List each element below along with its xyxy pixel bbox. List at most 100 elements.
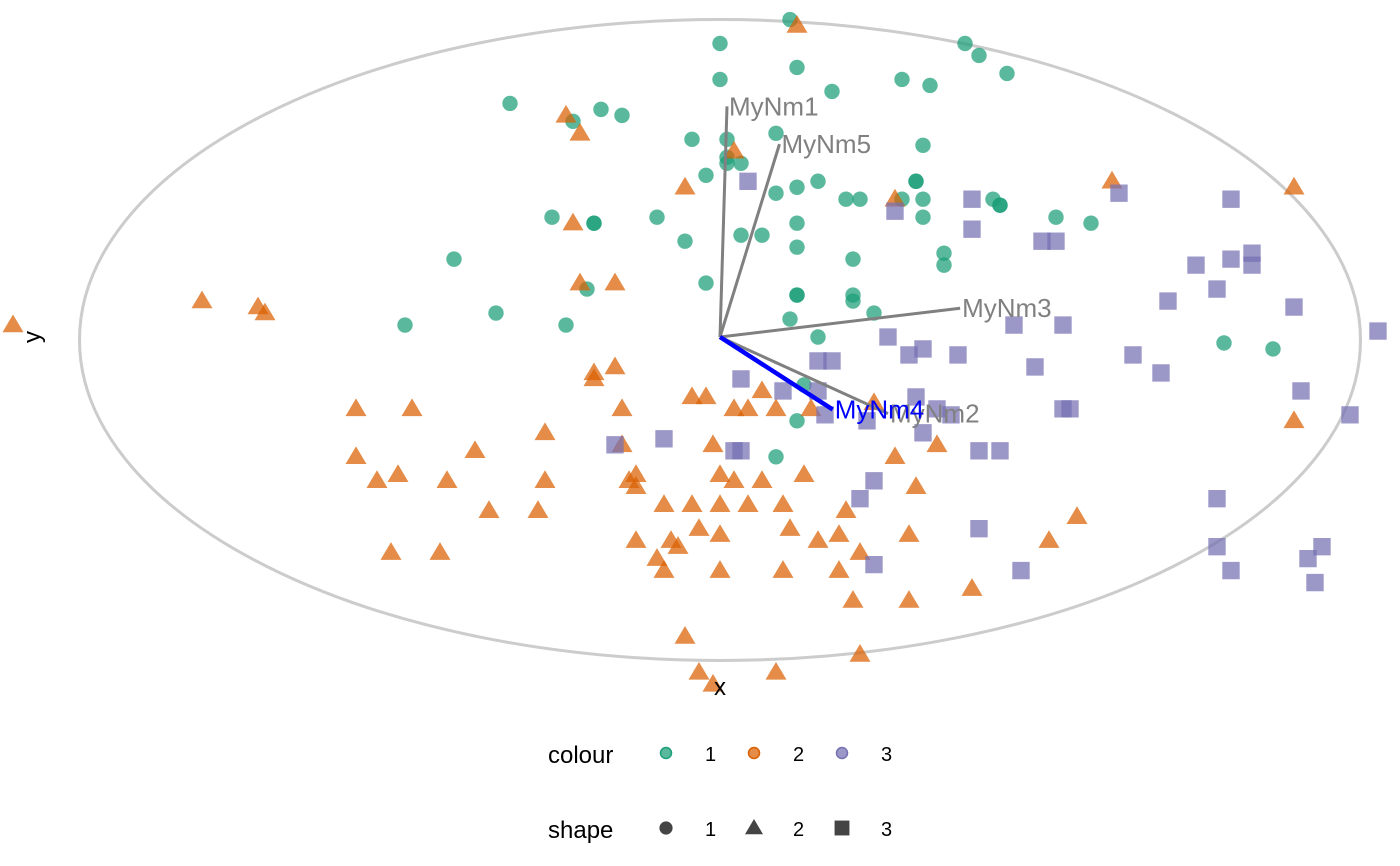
data-point-group-3 [1208, 280, 1226, 298]
data-point-group-1 [677, 233, 693, 249]
data-point-group-2 [534, 422, 556, 441]
data-point-group-3 [949, 346, 967, 364]
loading-arrow-MyNm1 [718, 106, 729, 338]
data-point-group-2 [723, 398, 745, 417]
arrows-layer [718, 106, 961, 416]
data-point-group-2 [618, 470, 640, 489]
data-point-group-2 [751, 470, 773, 489]
data-point-group-1 [712, 35, 728, 52]
data-point-group-2 [681, 386, 703, 405]
data-point-group-2 [751, 380, 773, 399]
data-point-group-3 [970, 520, 988, 538]
legend-shape-key-3 [834, 820, 850, 836]
data-point-group-3 [1208, 537, 1226, 556]
data-point-group-2 [555, 104, 577, 123]
data-point-group-2 [709, 560, 731, 578]
legend-colour: colour 1 2 3 [548, 742, 892, 769]
legend-colour-label-1: 1 [705, 744, 716, 766]
data-point-group-2 [884, 188, 906, 207]
data-point-group-2 [835, 500, 857, 518]
data-point-group-2 [1283, 176, 1305, 195]
data-point-group-3 [970, 442, 988, 460]
data-point-group-1 [810, 173, 826, 189]
data-point-group-2 [1038, 530, 1060, 548]
data-point-group-1 [502, 95, 518, 112]
data-point-group-2 [807, 530, 829, 548]
data-point-group-3 [732, 442, 750, 460]
data-point-group-3 [963, 190, 981, 208]
data-point-group-1 [698, 167, 714, 183]
loading-arrow-MyNm3 [719, 306, 961, 339]
data-point-group-2 [828, 524, 850, 542]
data-point-group-2 [667, 536, 689, 554]
data-point-group-2 [604, 356, 626, 375]
data-point-group-3 [1012, 561, 1030, 580]
data-point-group-2 [737, 398, 759, 417]
data-point-group-3 [1292, 382, 1310, 400]
data-point-group-2 [1066, 506, 1088, 524]
data-point-group-2 [828, 560, 850, 578]
data-point-group-1 [908, 173, 924, 189]
data-point-group-3 [1054, 316, 1072, 334]
data-point-group-3 [914, 424, 932, 442]
data-point-group-1 [446, 251, 462, 267]
data-point-group-1 [684, 131, 700, 148]
data-point-group-3 [886, 202, 904, 220]
data-point-group-3 [1152, 364, 1170, 382]
legend-colour-key-3 [835, 746, 849, 760]
correlation-ellipse [78, 18, 1362, 662]
data-point-group-1 [992, 197, 1008, 213]
data-point-group-3 [851, 490, 869, 508]
legend-shape-title: shape [548, 817, 613, 844]
data-point-group-3 [655, 430, 673, 448]
data-point-group-2 [625, 530, 647, 548]
data-point-group-1 [397, 317, 413, 333]
data-point-group-1 [810, 329, 826, 345]
loading-label-MyNm5: MyNm5 [782, 129, 872, 159]
data-point-group-1 [922, 77, 938, 94]
data-point-group-3 [1222, 561, 1240, 580]
data-point-group-1 [936, 245, 952, 261]
data-point-group-2 [429, 542, 451, 560]
legend-shape-label-1: 1 [705, 819, 716, 841]
data-point-group-3 [914, 340, 932, 358]
legend-shape-key-1 [659, 821, 673, 835]
data-point-group-3 [1159, 292, 1177, 310]
data-point-group-2 [345, 446, 367, 465]
data-point-group-3 [823, 352, 841, 370]
data-point-group-2 [674, 626, 696, 644]
data-point-group-3 [1026, 358, 1044, 376]
data-point-group-1 [852, 191, 868, 207]
data-point-group-1 [733, 155, 749, 171]
data-point-group-2 [688, 661, 710, 680]
data-point-group-3 [732, 370, 750, 388]
data-point-group-1 [698, 275, 714, 291]
data-point-group-1 [845, 293, 861, 309]
legend-shape-items: 1 2 3 [659, 819, 892, 841]
data-point-group-3 [1061, 400, 1079, 418]
legend-colour-title: colour [548, 742, 613, 769]
data-point-group-2 [674, 176, 696, 195]
data-point-group-3 [1222, 190, 1240, 208]
legend-colour-label-3: 3 [881, 744, 892, 766]
data-point-group-2 [611, 398, 633, 417]
data-point-group-1 [1048, 209, 1064, 225]
data-point-group-1 [1216, 335, 1232, 351]
data-point-group-1 [712, 71, 728, 88]
points-layer [2, 11, 1387, 692]
data-point-group-2 [709, 494, 731, 512]
data-point-group-1 [936, 257, 952, 273]
data-point-group-2 [387, 464, 409, 483]
data-point-group-1 [894, 71, 910, 88]
data-point-group-2 [709, 464, 731, 483]
data-point-group-1 [789, 287, 805, 303]
data-point-group-1 [768, 125, 784, 142]
loading-label-MyNm3: MyNm3 [962, 293, 1052, 323]
data-point-group-1 [789, 59, 805, 76]
data-point-group-3 [865, 472, 883, 490]
data-point-group-1 [558, 317, 574, 333]
data-point-group-3 [865, 555, 883, 574]
data-point-group-2 [765, 661, 787, 680]
data-point-group-3 [809, 352, 827, 370]
data-point-group-1 [593, 101, 609, 118]
